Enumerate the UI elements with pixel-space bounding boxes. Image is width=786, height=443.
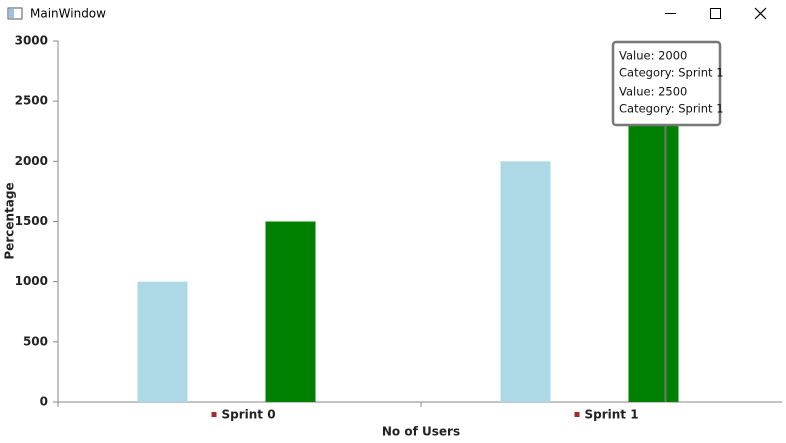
bar [500, 161, 551, 402]
maximize-button[interactable] [710, 8, 721, 19]
y-tick-label: 2000 [15, 154, 48, 168]
legend-marker [574, 412, 580, 417]
y-tick-label: 1000 [15, 274, 48, 288]
bar [265, 221, 316, 402]
window-title: MainWindow [30, 7, 106, 21]
tooltip-line: Value: 2000 [619, 49, 687, 63]
bar [628, 101, 679, 403]
tooltip-line: Value: 2500 [619, 85, 687, 99]
y-tick-label: 3000 [15, 34, 48, 48]
window-icon [7, 7, 23, 20]
tooltip-line: Category: Sprint 1 [619, 102, 724, 116]
x-axis-title: No of Users [382, 425, 460, 439]
y-tick-label: 2500 [15, 94, 48, 108]
y-tick-label: 0 [40, 395, 48, 409]
y-axis-title: Percentage [3, 182, 17, 259]
bar [137, 281, 188, 402]
tooltip-line: Category: Sprint 1 [619, 66, 724, 80]
y-tick-label: 500 [23, 334, 48, 348]
close-button[interactable] [754, 7, 767, 20]
tooltip: Value: 2000 Category: Sprint 1 Value: 25… [611, 40, 724, 127]
x-tick-label: Sprint 0 [222, 408, 276, 422]
plot: 0 500 1000 1500 2000 2500 3000 Sprint 0 Sprint 1 [15, 34, 679, 422]
x-tick-label: Sprint 1 [585, 408, 639, 422]
y-tick-label: 1500 [15, 214, 48, 228]
legend-marker [211, 412, 217, 417]
